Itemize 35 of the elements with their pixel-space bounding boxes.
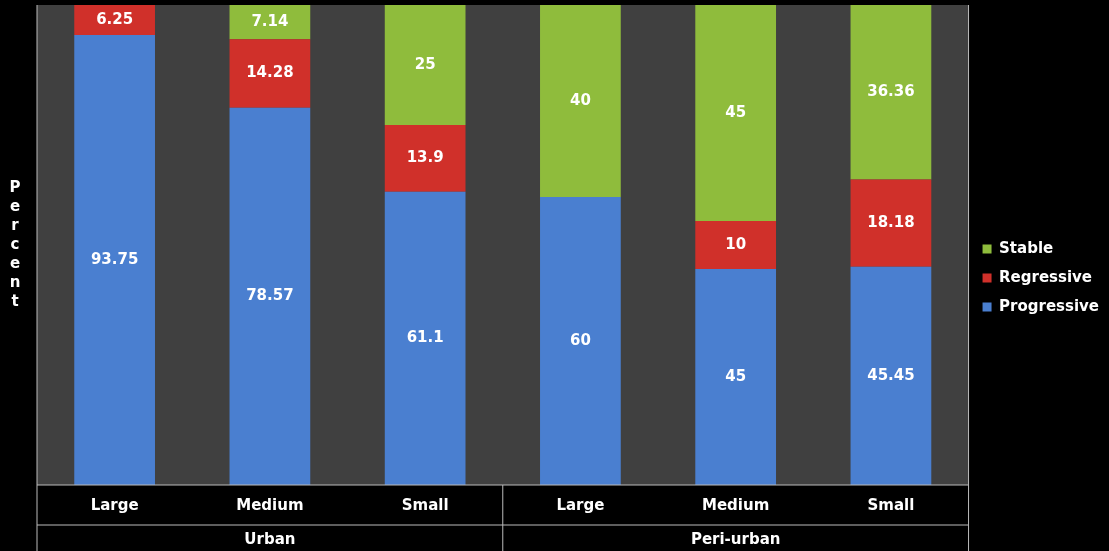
bar [384, 191, 466, 485]
bar [540, 5, 621, 197]
y-axis-title: Percent [9, 177, 21, 310]
data-label: 36.36 [867, 82, 915, 101]
data-label: 78.57 [246, 286, 294, 305]
bar [229, 5, 311, 40]
data-label: 18.18 [867, 213, 915, 232]
data-label: 60 [569, 330, 591, 349]
bar [540, 197, 621, 485]
bar [695, 5, 777, 221]
data-label: 7.14 [251, 12, 289, 31]
data-label: 45 [725, 366, 747, 385]
data-label: 45.45 [867, 365, 915, 384]
data-label: 14.28 [246, 63, 294, 82]
legend-label: Regressive [999, 267, 1093, 286]
legend-label: Progressive [999, 296, 1100, 315]
data-label: 10 [725, 234, 747, 253]
data-label: 93.75 [90, 249, 139, 268]
bar [850, 179, 932, 267]
data-label: 45 [725, 102, 747, 121]
data-label: 40 [569, 90, 591, 109]
data-label: 13.9 [406, 148, 444, 167]
bar [850, 266, 932, 485]
bar [384, 125, 466, 192]
bar [229, 107, 311, 485]
bar [850, 5, 932, 180]
data-label: 25 [414, 54, 436, 73]
data-label: 61.1 [406, 328, 444, 347]
bar [74, 35, 155, 485]
bar [695, 269, 777, 485]
legend-label: Stable [999, 238, 1054, 257]
bar [384, 5, 466, 125]
data-label: 6.25 [96, 9, 134, 28]
bar [229, 39, 311, 108]
bar [695, 221, 777, 269]
